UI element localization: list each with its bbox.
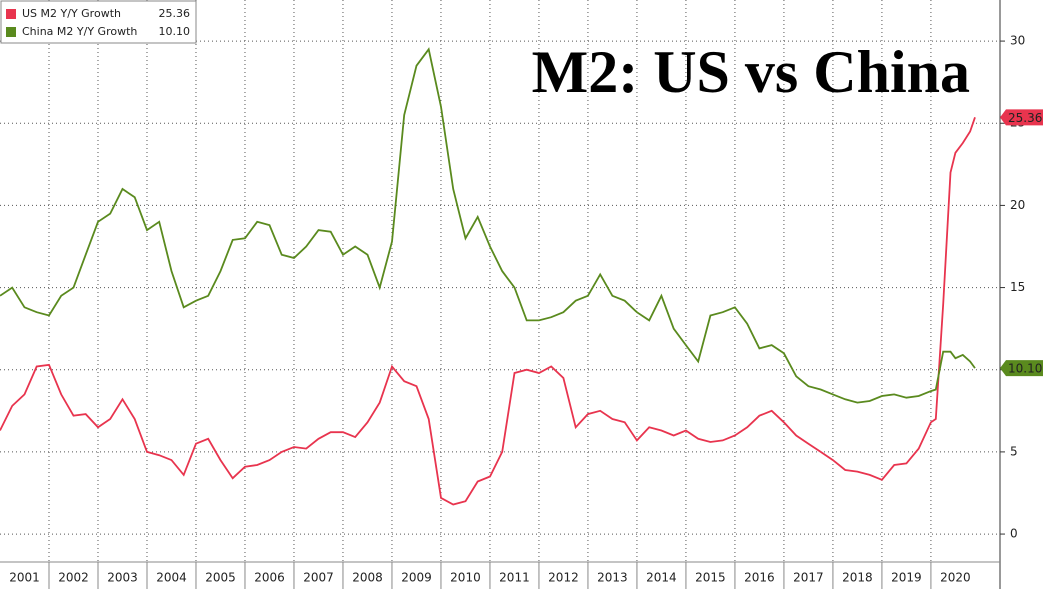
x-tick-label: 2015 [695, 571, 726, 585]
x-tick-label: 2017 [793, 571, 824, 585]
x-tick-label: 2008 [352, 571, 383, 585]
y-tick-label: 0 [1010, 527, 1018, 541]
x-tick-label: 2005 [205, 571, 236, 585]
chart-title: M2: US vs China [532, 39, 970, 105]
legend-value: 25.36 [159, 7, 191, 20]
x-tick-label: 2011 [499, 571, 530, 585]
x-tick-label: 2002 [58, 571, 89, 585]
x-tick-label: 2018 [842, 571, 873, 585]
x-tick-label: 2019 [891, 571, 922, 585]
value-tag [1000, 360, 1043, 377]
legend-label: China M2 Y/Y Growth [22, 25, 137, 38]
series-line [0, 47, 976, 404]
x-tick-label: 2007 [303, 571, 334, 585]
value-tag [1000, 109, 1043, 126]
x-tick-label: 2016 [744, 571, 775, 585]
legend-swatch [6, 9, 16, 19]
y-tick-label: 15 [1010, 280, 1025, 294]
legend-box [0, 0, 197, 44]
value-tag-label: 10.10 [1008, 362, 1042, 376]
x-tick-label: 2012 [548, 571, 579, 585]
x-tick-label: 2009 [401, 571, 432, 585]
series-line [0, 117, 976, 506]
x-tick-label: 2004 [156, 571, 187, 585]
y-tick-label: 20 [1010, 198, 1025, 212]
x-tick-label: 2003 [107, 571, 138, 585]
x-tick-label: 2010 [450, 571, 481, 585]
legend-label: US M2 Y/Y Growth [22, 7, 121, 20]
y-tick-label: 5 [1010, 444, 1018, 458]
y-tick-label: 30 [1010, 34, 1025, 48]
x-tick-label: 2013 [597, 571, 628, 585]
x-tick-label: 2006 [254, 571, 285, 585]
x-tick-label: 2020 [940, 571, 971, 585]
legend-value: 10.10 [159, 25, 191, 38]
legend-swatch [6, 27, 16, 37]
x-tick-label: 2014 [646, 571, 677, 585]
x-tick-label: 2001 [9, 571, 40, 585]
value-tag-label: 25.36 [1008, 111, 1042, 125]
